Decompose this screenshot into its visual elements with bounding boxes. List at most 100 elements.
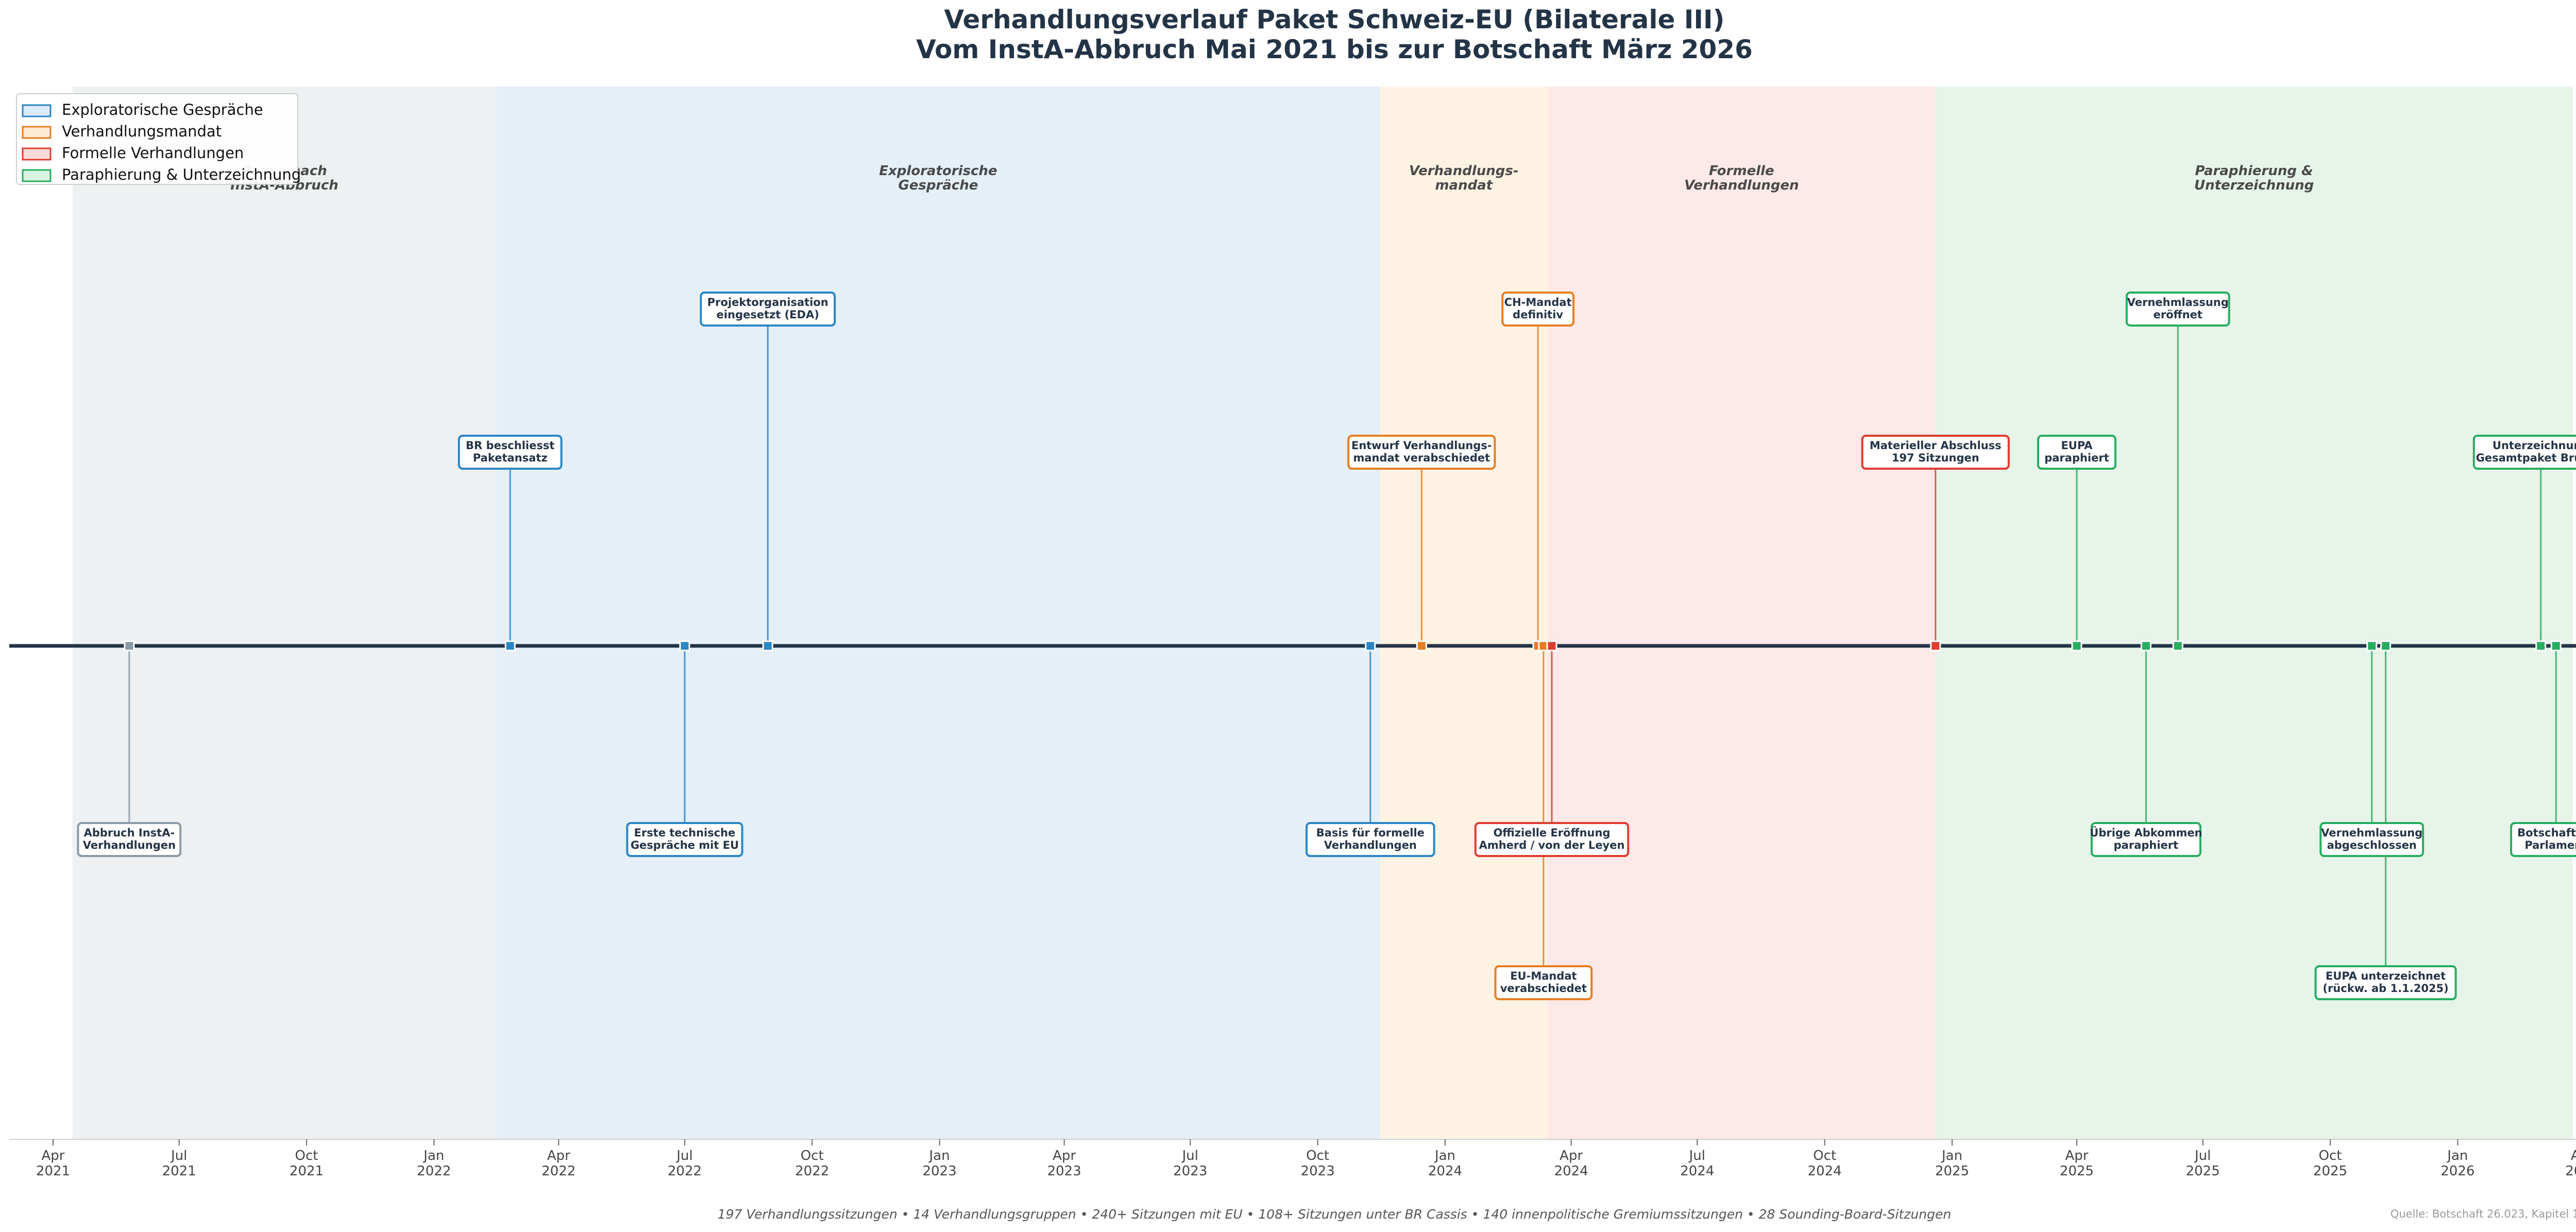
event-markers xyxy=(124,640,2562,652)
x-tick-label: Jul xyxy=(2194,1148,2211,1163)
event-label-projektorganisation-eingesetzt-eda: eingesetzt (EDA) xyxy=(717,309,819,321)
event-label-offizielle-eroffnung-amherd-von-der-leye: Offizielle Eröffnung xyxy=(1494,827,1611,839)
event-label-ch-mandat-definitiv: definitiv xyxy=(1513,309,1563,321)
event-label-eupa-paraphiert: paraphiert xyxy=(2044,452,2109,464)
x-tick-label: Jan xyxy=(1434,1148,1455,1163)
event-label-ubrige-abkommen-paraphiert: Übrige Abkommen xyxy=(2090,826,2202,839)
event-label-br-beschliesst-paketansatz: BR beschliesst xyxy=(466,439,554,452)
event-label-eu-mandat-verabschiedet: EU-Mandat xyxy=(1510,970,1577,982)
event-marker-vernehmlassung-eroffnet xyxy=(2172,640,2183,652)
legend-swatch-green xyxy=(22,169,52,182)
x-tick-label: 2024 xyxy=(1808,1163,1842,1179)
event-box-eupa-paraphiert xyxy=(2037,435,2116,470)
event-box-ubrige-abkommen-paraphiert xyxy=(2090,822,2201,857)
phase-label-5: Paraphierung & xyxy=(2195,163,2313,179)
event-marker-unterzeichnung-gesamtpaket-brussel xyxy=(2535,640,2547,652)
x-axis-ticks: Apr2021Jul2021Oct2021Jan2022Apr2022Jul20… xyxy=(36,1139,2576,1179)
legend-label-green: Paraphierung & Unterzeichnung xyxy=(62,166,301,183)
event-box-botschaft-an-parlament xyxy=(2510,822,2576,857)
phase-band-2 xyxy=(496,87,1380,1139)
phase-label-4: Formelle xyxy=(1709,163,1774,179)
phase-label-4: Verhandlungen xyxy=(1684,178,1799,193)
event-label-ubrige-abkommen-paraphiert: paraphiert xyxy=(2114,839,2179,851)
x-tick-label: 2023 xyxy=(923,1163,957,1179)
x-tick-label: 2022 xyxy=(417,1163,451,1179)
phase-label-3: mandat xyxy=(1435,178,1493,193)
x-tick-label: Jul xyxy=(1181,1148,1198,1163)
event-label-botschaft-an-parlament: Botschaft an xyxy=(2517,827,2576,839)
phase-label-2: Gespräche xyxy=(899,178,978,193)
x-tick-label: Oct xyxy=(1306,1148,1329,1163)
x-tick-label: 2024 xyxy=(1554,1163,1588,1179)
timeline-axis xyxy=(9,644,2576,1140)
legend-label-blue: Exploratorische Gespräche xyxy=(62,101,263,118)
x-tick-label: Apr xyxy=(42,1148,65,1163)
event-box-vernehmlassung-eroffnet xyxy=(2125,292,2230,327)
chart-subtitle: Vom InstA-Abbruch Mai 2021 bis zur Botsc… xyxy=(916,35,1753,64)
event-label-materieller-abschluss-197-sitzungen: Materieller Abschluss xyxy=(1870,439,2002,452)
x-tick-label: Oct xyxy=(295,1148,318,1163)
event-label-vernehmlassung-eroffnet: Vernehmlassung xyxy=(2127,296,2229,309)
event-label-materieller-abschluss-197-sitzungen: 197 Sitzungen xyxy=(1892,452,1979,464)
event-label-ch-mandat-definitiv: CH-Mandat xyxy=(1504,296,1572,309)
event-marker-eupa-unterzeichnet-ruckw-ab-1-1-2025 xyxy=(2380,640,2392,652)
event-box-materieller-abschluss-197-sitzungen xyxy=(1861,435,2010,470)
event-marker-basis-fur-formelle-verhandlungen xyxy=(1365,640,1376,652)
phase-band-4 xyxy=(1547,87,1936,1139)
event-marker-offizielle-eroffnung-amherd-von-der-leye xyxy=(1546,640,1557,652)
event-label-vernehmlassung-eroffnet: eröffnet xyxy=(2154,309,2202,321)
x-tick-label: 2022 xyxy=(795,1163,829,1179)
event-label-eupa-unterzeichnet-ruckw-ab-1-1-2025: (rückw. ab 1.1.2025) xyxy=(2323,982,2448,995)
event-box-unterzeichnung-gesamtpaket-brussel xyxy=(2472,435,2576,470)
event-label-vernehmlassung-abgeschlossen: abgeschlossen xyxy=(2327,839,2417,851)
event-label-entwurf-verhandlungs-mandat-verabschiede: Entwurf Verhandlungs- xyxy=(1351,439,1492,452)
event-marker-br-beschliesst-paketansatz xyxy=(504,640,516,652)
event-label-unterzeichnung-gesamtpaket-brussel: Gesamtpaket Brüssel xyxy=(2476,452,2576,464)
x-tick-label: 2022 xyxy=(541,1163,575,1179)
legend-label-red: Formelle Verhandlungen xyxy=(62,144,244,162)
event-box-br-beschliesst-paketansatz xyxy=(457,435,563,470)
event-box-abbruch-insta-verhandlungen xyxy=(77,822,182,857)
event-label-offizielle-eroffnung-amherd-von-der-leye: Amherd / von der Leyen xyxy=(1479,839,1625,851)
chart-footer-stats: 197 Verhandlungssitzungen • 14 Verhandlu… xyxy=(718,1207,1951,1222)
event-marker-botschaft-an-parlament xyxy=(2550,640,2562,652)
event-label-eupa-unterzeichnet-ruckw-ab-1-1-2025: EUPA unterzeichnet xyxy=(2326,970,2446,982)
x-tick-label: Jan xyxy=(928,1148,950,1163)
event-marker-entwurf-verhandlungs-mandat-verabschiede xyxy=(1416,640,1427,652)
event-box-ch-mandat-definitiv xyxy=(1501,292,1575,327)
event-box-eu-mandat-verabschiedet xyxy=(1494,965,1593,1000)
phase-band-3 xyxy=(1380,87,1548,1139)
x-tick-label: 2025 xyxy=(2186,1163,2220,1179)
phase-label-3: Verhandlungs- xyxy=(1409,163,1519,179)
x-tick-label: Oct xyxy=(1813,1148,1836,1163)
event-label-basis-fur-formelle-verhandlungen: Verhandlungen xyxy=(1324,839,1417,851)
event-label-basis-fur-formelle-verhandlungen: Basis für formelle xyxy=(1316,827,1425,839)
event-label-abbruch-insta-verhandlungen: Abbruch InstA- xyxy=(84,827,175,839)
event-marker-ubrige-abkommen-paraphiert xyxy=(2140,640,2151,652)
event-label-eupa-paraphiert: EUPA xyxy=(2061,439,2093,452)
chart-source-note: Quelle: Botschaft 26.023, Kapitel 1.3 (S… xyxy=(2391,1208,2576,1220)
x-tick-label: 2023 xyxy=(1047,1163,1081,1179)
event-box-erste-technische-gesprache-mit-eu xyxy=(626,822,743,857)
event-label-br-beschliesst-paketansatz: Paketansatz xyxy=(473,452,548,464)
event-label-entwurf-verhandlungs-mandat-verabschiede: mandat verabschiedet xyxy=(1353,452,1490,464)
event-marker-materieller-abschluss-197-sitzungen xyxy=(1930,640,1941,652)
event-box-basis-fur-formelle-verhandlungen xyxy=(1306,822,1435,857)
event-stems xyxy=(128,309,2557,983)
x-tick-label: 2022 xyxy=(668,1163,702,1179)
event-label-abbruch-insta-verhandlungen: Verhandlungen xyxy=(83,839,176,851)
event-label-projektorganisation-eingesetzt-eda: Projektorganisation xyxy=(707,296,828,309)
event-label-erste-technische-gesprache-mit-eu: Erste technische xyxy=(634,827,736,839)
event-label-unterzeichnung-gesamtpaket-brussel: Unterzeichnung xyxy=(2493,439,2576,452)
x-tick-label: 2025 xyxy=(2060,1163,2094,1179)
event-box-vernehmlassung-abgeschlossen xyxy=(2319,822,2425,857)
event-box-entwurf-verhandlungs-mandat-verabschiede xyxy=(1347,435,1496,470)
x-tick-label: Apr xyxy=(547,1148,570,1163)
phase-label-5: Unterzeichnung xyxy=(2194,178,2314,193)
x-tick-label: 2021 xyxy=(162,1163,196,1179)
x-tick-label: 2026 xyxy=(2441,1163,2475,1179)
x-tick-label: Jul xyxy=(1688,1148,1705,1163)
phase-bands: Pause nachInstA-AbbruchExploratorischeGe… xyxy=(72,87,2573,1139)
